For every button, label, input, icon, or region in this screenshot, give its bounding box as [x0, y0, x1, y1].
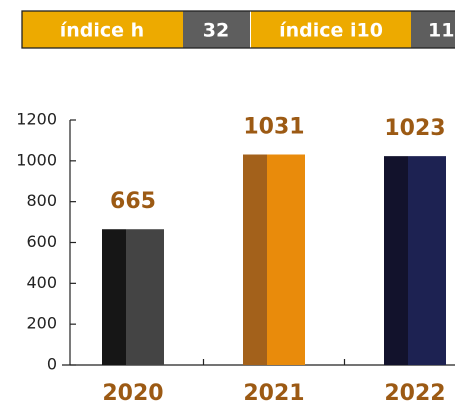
header-label: índice h [60, 20, 144, 42]
header-value: 111 [428, 20, 455, 42]
bar-face [267, 154, 305, 365]
x-tick-label: 2022 [384, 381, 445, 406]
value-label: 1023 [384, 116, 445, 141]
x-tick-label: 2020 [102, 381, 163, 406]
y-tick-label: 200 [26, 314, 57, 333]
header-border [21, 10, 455, 49]
bar [243, 154, 305, 365]
header-label: índice i10 [279, 20, 383, 42]
y-tick-label: 400 [26, 273, 57, 292]
y-tick-label: 0 [47, 355, 57, 374]
bar-face [126, 229, 164, 365]
y-tick-label: 800 [26, 191, 57, 210]
value-label: 1031 [243, 115, 304, 140]
bar-face [384, 156, 408, 365]
header-box [251, 11, 411, 48]
header-box [22, 11, 183, 48]
y-tick-label: 1000 [16, 150, 57, 169]
y-tick-label: 1200 [16, 110, 57, 129]
bar [384, 156, 446, 365]
x-tick-label: 2021 [243, 381, 304, 406]
value-label: 665 [110, 189, 156, 214]
header-value: 32 [203, 20, 229, 42]
y-tick-label: 600 [26, 232, 57, 251]
header-box [183, 11, 250, 48]
bar-face [243, 154, 267, 365]
bar-face [102, 229, 126, 365]
header-box [411, 11, 455, 48]
bar-face [408, 156, 446, 365]
bar [102, 229, 164, 365]
